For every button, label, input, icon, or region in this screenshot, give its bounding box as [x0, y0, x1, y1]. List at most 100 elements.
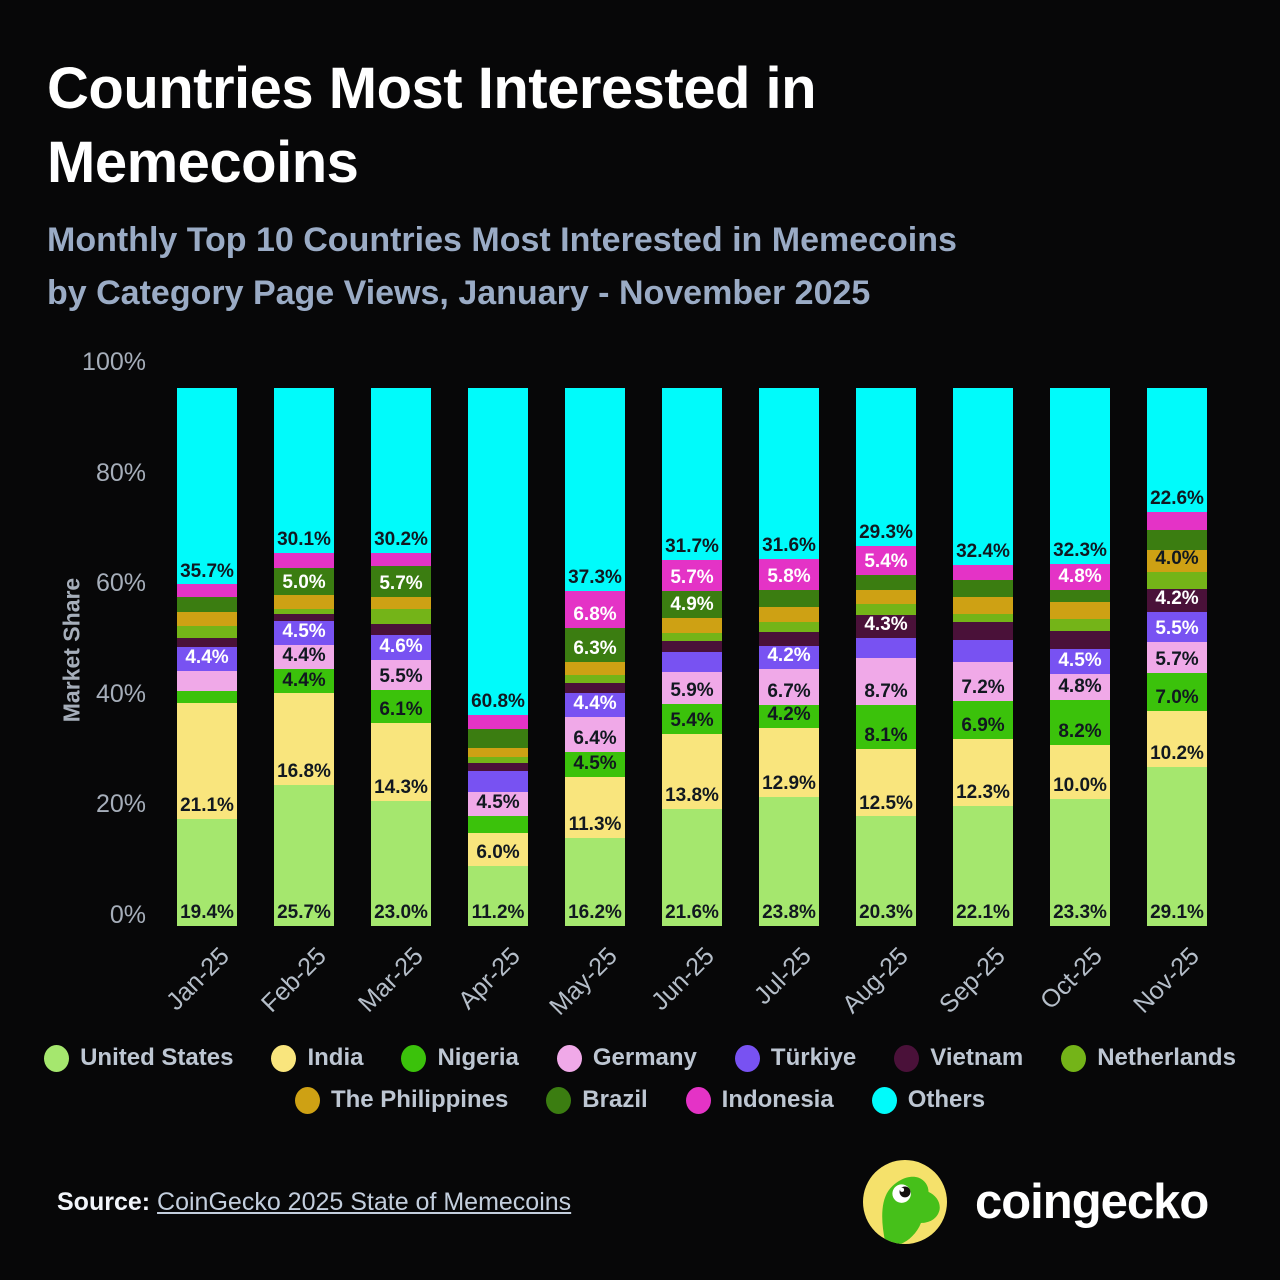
legend-dot-icon — [894, 1044, 920, 1072]
segment-India: 21.1% — [177, 703, 237, 820]
segment-value-label: 4.2% — [1155, 588, 1199, 610]
segment-value-label: 4.5% — [1058, 650, 1102, 672]
source-link[interactable]: CoinGecko 2025 State of Memecoins — [157, 1188, 572, 1216]
segment-Germany: 6.4% — [565, 717, 625, 753]
segment-The Philippines — [565, 661, 625, 675]
segment-Others: 29.3% — [856, 388, 916, 547]
x-axis-labels: Jan-25 Feb-25 Mar-25 Apr-25 May-25 Jun-25 Jul-… — [161, 926, 1207, 1021]
segment-The Philippines — [662, 617, 722, 634]
segment-Indonesia: 5.7% — [662, 560, 722, 592]
bar-Oct-25: 23.3% 10.0% 8.2% 4.8% 4.5% 4.8% 32.3% — [1050, 388, 1110, 926]
segment-Indonesia — [371, 552, 431, 567]
legend-label: Türkiye — [770, 1044, 857, 1071]
stacked-bar-chart: 19.4% 21.1% 4.4% 35.7% 25.7% 16.8% 4.4% 4.4% 4.5… — [82, 350, 1215, 1021]
legend-label: Nigeria — [437, 1044, 519, 1071]
segment-India: 12.9% — [759, 727, 819, 798]
segment-value-label: 6.4% — [573, 728, 617, 750]
segment-The Philippines — [371, 597, 431, 610]
segment-The Philippines — [274, 595, 334, 610]
segment-United States: 23.8% — [759, 797, 819, 926]
segment-Brazil — [953, 579, 1013, 597]
segment-Vietnam — [759, 632, 819, 646]
segment-value-label: 16.2% — [568, 902, 622, 924]
segment-value-label: 11.2% — [471, 902, 525, 924]
segment-Brazil — [1050, 590, 1110, 603]
segment-value-label: 5.7% — [379, 573, 423, 595]
segment-Nigeria: 4.5% — [565, 752, 625, 777]
page-title-line2: Memecoins — [47, 130, 359, 196]
segment-United States: 22.1% — [953, 805, 1013, 926]
segment-Brazil: 4.9% — [662, 591, 722, 618]
segment-Germany: 4.5% — [468, 791, 528, 816]
segment-value-label: 5.7% — [1155, 649, 1199, 671]
segment-Others: 30.2% — [371, 388, 431, 553]
segment-Others: 32.4% — [953, 388, 1013, 565]
segment-Germany: 8.7% — [856, 658, 916, 706]
page-subtitle: Monthly Top 10 Countries Most Interested… — [47, 214, 957, 320]
segment-value-label: 19.4% — [180, 902, 234, 924]
segment-value-label: 4.5% — [282, 621, 326, 643]
segment-value-label: 29.3% — [859, 522, 913, 544]
segment-Vietnam — [177, 638, 237, 647]
segment-value-label: 29.1% — [1150, 902, 1204, 924]
segment-Germany: 4.4% — [274, 645, 334, 670]
segment-Others: 31.7% — [662, 388, 722, 561]
segment-United States: 11.2% — [468, 865, 528, 926]
coingecko-wordmark: coingecko — [975, 1175, 1209, 1229]
legend-item-The Philippines: The Philippines — [294, 1086, 508, 1114]
legend-dot-icon — [44, 1044, 70, 1072]
legend-label: India — [307, 1044, 364, 1071]
segment-value-label: 4.6% — [379, 635, 423, 657]
segment-United States: 20.3% — [856, 816, 916, 926]
segment-value-label: 5.0% — [282, 571, 326, 593]
segment-Nigeria — [468, 815, 528, 834]
segment-value-label: 30.2% — [374, 528, 428, 550]
legend-dot-icon — [556, 1044, 582, 1072]
segment-Germany: 7.2% — [953, 661, 1013, 701]
segment-value-label: 8.7% — [864, 681, 908, 703]
segment-Netherlands — [274, 609, 334, 615]
segment-value-label: 6.0% — [476, 841, 520, 863]
segment-Others: 22.6% — [1147, 388, 1207, 512]
legend-item-United States: United States — [44, 1044, 233, 1072]
segment-value-label: 4.8% — [1058, 566, 1102, 588]
segment-United States: 16.2% — [565, 837, 625, 926]
segment-value-label: 12.9% — [762, 773, 816, 795]
segment-India: 13.8% — [662, 733, 722, 809]
segment-value-label: 6.8% — [573, 603, 617, 625]
segment-Nigeria: 4.4% — [274, 669, 334, 694]
bar-Feb-25: 25.7% 16.8% 4.4% 4.4% 4.5% 5.0% 30.1% — [274, 388, 334, 926]
segment-The Philippines — [468, 747, 528, 757]
segment-value-label: 10.2% — [1150, 743, 1204, 765]
segment-value-label: 22.6% — [1150, 487, 1204, 509]
bar-Apr-25: 11.2% 6.0% 4.5% 60.8% — [468, 388, 528, 926]
segment-value-label: 5.4% — [864, 551, 908, 573]
segment-Germany: 5.5% — [371, 659, 431, 690]
segment-Others: 32.3% — [1050, 388, 1110, 564]
legend-dot-icon — [871, 1086, 897, 1114]
segment-Türkiye: 4.5% — [1050, 649, 1110, 674]
segment-Netherlands — [953, 613, 1013, 622]
segment-Netherlands — [662, 633, 722, 642]
y-tick-40%: 40% — [95, 679, 146, 708]
segment-value-label: 5.8% — [767, 566, 811, 588]
segment-value-label: 14.3% — [374, 776, 428, 798]
segment-value-label: 6.1% — [379, 699, 423, 721]
segment-Vietnam: 4.3% — [856, 614, 916, 638]
segment-Nigeria: 8.2% — [1050, 700, 1110, 745]
legend-dot-icon — [734, 1044, 760, 1072]
segment-value-label: 4.4% — [573, 693, 617, 715]
segment-value-label: 31.6% — [762, 535, 816, 557]
segment-India: 11.3% — [565, 776, 625, 838]
legend-item-Türkiye: Türkiye — [734, 1044, 857, 1072]
segment-value-label: 4.4% — [282, 669, 326, 691]
segment-Vietnam — [953, 621, 1013, 641]
segment-Nigeria: 7.0% — [1147, 673, 1207, 712]
segment-value-label: 4.0% — [1155, 547, 1199, 569]
segment-India: 14.3% — [371, 722, 431, 801]
segment-Vietnam: 4.2% — [1147, 588, 1207, 612]
legend-label: Netherlands — [1097, 1044, 1236, 1071]
page-title-line1: Countries Most Interested in — [47, 56, 817, 121]
legend-dot-icon — [546, 1086, 572, 1114]
segment-Vietnam — [371, 624, 431, 635]
